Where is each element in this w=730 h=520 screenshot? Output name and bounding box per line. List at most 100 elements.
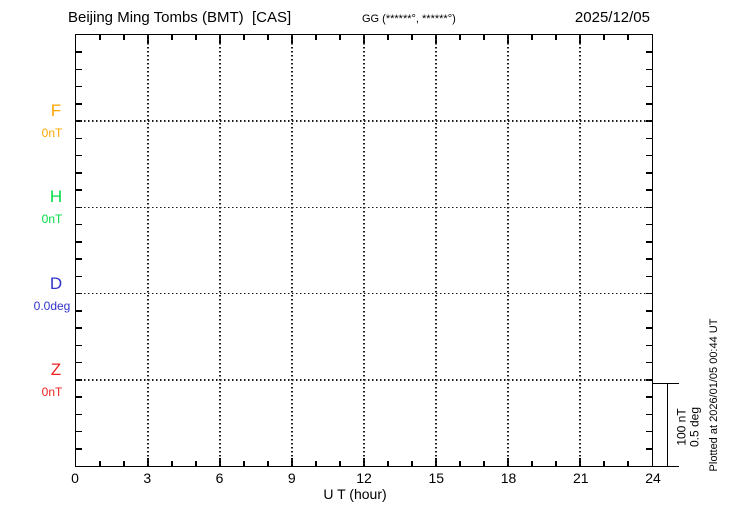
y-minor-tick-right [646, 448, 652, 450]
x-tick-label: 24 [645, 470, 661, 486]
y-minor-tick-right [646, 51, 652, 53]
vertical-gridline [363, 35, 365, 466]
y-minor-tick-right [646, 430, 652, 433]
y-minor-tick-right [646, 361, 652, 364]
x-minor-tick-top [483, 35, 485, 40]
y-minor-tick-right [646, 344, 652, 347]
x-minor-tick-top [387, 35, 389, 40]
x-minor-tick-top [627, 35, 629, 40]
channel-baseline [76, 120, 652, 122]
y-minor-tick-left [76, 51, 82, 53]
x-tick-label: 6 [215, 470, 224, 486]
scale-bar-label-deg: 0.5 deg [687, 406, 701, 448]
y-minor-tick-right [646, 137, 652, 140]
y-minor-tick-right [646, 310, 652, 312]
y-minor-tick-left [76, 172, 82, 174]
y-minor-tick-left [76, 189, 82, 191]
y-minor-tick-left [76, 241, 82, 243]
x-minor-tick-top [243, 35, 245, 40]
vertical-gridline [291, 35, 293, 466]
page-title: Beijing Ming Tombs (BMT) [CAS] [68, 9, 292, 26]
y-minor-tick-left [76, 344, 82, 347]
x-minor-tick-bottom [267, 461, 269, 466]
x-minor-tick-bottom [339, 461, 341, 466]
channel-baseline [76, 292, 652, 295]
channel-baseline-value-d: 0.0deg [33, 299, 71, 313]
y-minor-tick-left [76, 310, 82, 312]
x-tick-label: 18 [500, 470, 517, 486]
x-minor-tick-bottom [483, 461, 485, 466]
channel-baseline [76, 379, 652, 381]
scale-bar-labels: 100 nT 0.5 deg [675, 406, 702, 448]
x-minor-tick-top [339, 35, 341, 40]
y-minor-tick-right [646, 189, 652, 191]
observation-date: 2025/12/05 [574, 9, 650, 26]
vertical-gridline [507, 35, 509, 466]
y-minor-tick-left [76, 68, 82, 71]
x-minor-tick-bottom [531, 461, 533, 466]
y-minor-tick-left [76, 448, 82, 450]
y-minor-tick-right [646, 103, 652, 105]
plotted-at-note: Plotted at 2026/01/05 00:44 UT [708, 318, 720, 472]
channel-baseline-value-z: 0nT [41, 385, 63, 399]
channel-letter-z: Z [50, 360, 62, 379]
channel-baseline-value-h: 0nT [41, 212, 63, 226]
x-tick-label: 9 [287, 470, 296, 486]
x-minor-tick-bottom [99, 461, 101, 466]
channel-letter-h: H [49, 187, 63, 206]
x-minor-tick-top [315, 35, 317, 40]
channel-baseline-value-f: 0nT [41, 126, 63, 140]
x-minor-tick-bottom [627, 461, 629, 466]
x-minor-tick-top [411, 35, 413, 40]
x-tick-label: 12 [356, 470, 372, 486]
scale-bar-bottom-cap [653, 465, 679, 467]
y-minor-tick-left [76, 137, 82, 140]
y-minor-tick-left [76, 223, 82, 226]
x-minor-tick-bottom [195, 461, 197, 466]
x-axis-title: U T (hour) [323, 486, 387, 502]
x-tick-label: 3 [143, 470, 152, 486]
y-minor-tick-right [646, 396, 652, 398]
x-minor-tick-top [555, 35, 557, 40]
y-minor-tick-right [646, 172, 652, 174]
x-minor-tick-top [531, 35, 533, 40]
y-minor-tick-right [646, 241, 652, 243]
y-minor-tick-left [76, 103, 82, 105]
vertical-gridline [579, 35, 581, 466]
scale-bar-top-cap [652, 382, 679, 384]
y-minor-tick-left [76, 275, 82, 278]
y-minor-tick-right [646, 327, 652, 329]
y-minor-tick-left [76, 361, 82, 364]
y-minor-tick-left [76, 258, 82, 260]
x-minor-tick-bottom [315, 461, 317, 466]
x-minor-tick-bottom [123, 461, 125, 466]
channel-baseline [76, 206, 652, 209]
x-minor-tick-top [99, 35, 101, 40]
channel-letter-f: F [50, 101, 62, 120]
x-minor-tick-top [195, 35, 197, 40]
x-minor-tick-bottom [459, 461, 461, 466]
y-minor-tick-left [76, 430, 82, 433]
channel-letter-d: D [49, 274, 63, 293]
x-minor-tick-top [171, 35, 173, 40]
x-tick-label: 0 [71, 470, 79, 486]
x-tick-label: 15 [428, 470, 445, 486]
y-minor-tick-right [646, 154, 652, 157]
plot-area [75, 34, 653, 467]
vertical-gridline [219, 35, 221, 466]
y-minor-tick-left [76, 85, 82, 88]
scale-bar-line [666, 383, 668, 467]
x-tick-label: 21 [572, 470, 589, 486]
vertical-gridline [147, 35, 149, 466]
y-minor-tick-left [76, 327, 82, 329]
x-minor-tick-bottom [555, 461, 557, 466]
x-minor-tick-bottom [411, 461, 413, 466]
x-minor-tick-top [267, 35, 269, 40]
y-minor-tick-right [646, 68, 652, 71]
x-minor-tick-top [459, 35, 461, 40]
x-minor-tick-bottom [603, 461, 605, 466]
x-minor-tick-bottom [171, 461, 173, 466]
y-minor-tick-right [646, 258, 652, 260]
geographic-coordinates-label: GG (******°, ******°) [362, 13, 456, 25]
